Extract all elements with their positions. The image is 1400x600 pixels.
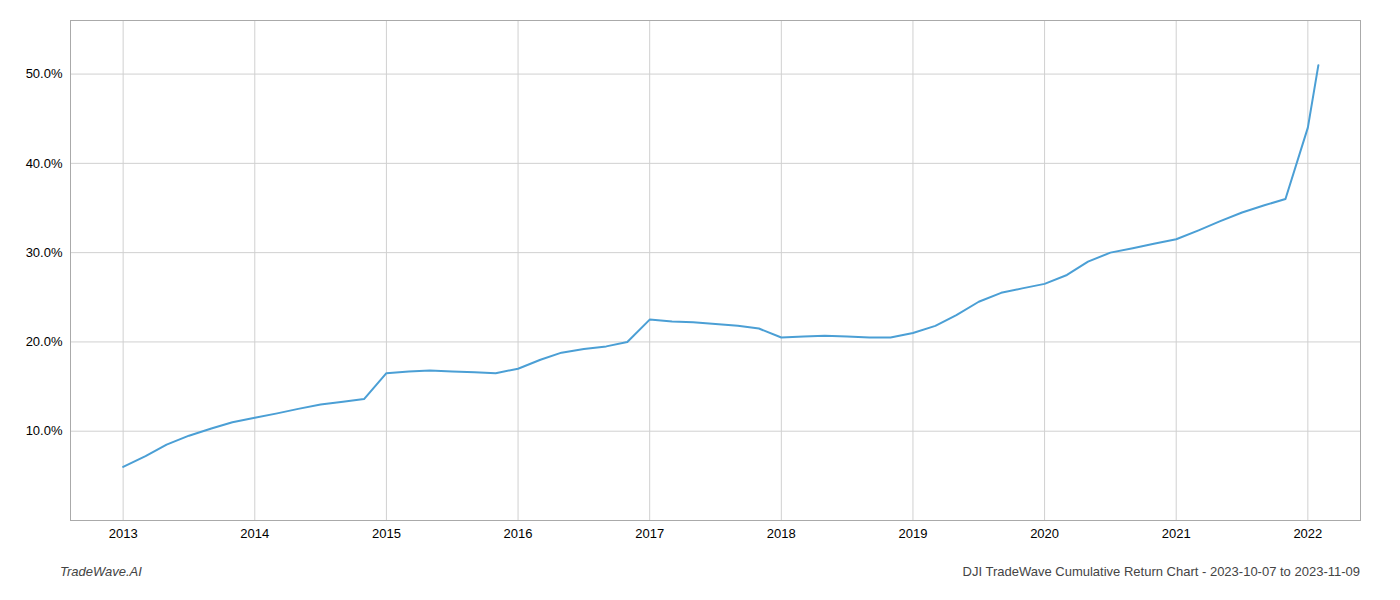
svg-text:2016: 2016 [504, 526, 533, 541]
svg-text:2017: 2017 [635, 526, 664, 541]
svg-text:40.0%: 40.0% [26, 156, 63, 171]
svg-text:2018: 2018 [767, 526, 796, 541]
svg-text:2015: 2015 [372, 526, 401, 541]
svg-text:10.0%: 10.0% [26, 423, 63, 438]
html-text:TradeWave.AI: TradeWave.AI [60, 564, 142, 579]
svg-text:2021: 2021 [1162, 526, 1191, 541]
html-text:DJI TradeWave Cumulative Retur: DJI TradeWave Cumulative Return Chart - … [962, 564, 1360, 579]
svg-text:2013: 2013 [109, 526, 138, 541]
svg-text:2022: 2022 [1293, 526, 1322, 541]
svg-text:2014: 2014 [240, 526, 269, 541]
svg-text:2019: 2019 [898, 526, 927, 541]
svg-text:2020: 2020 [1030, 526, 1059, 541]
svg-text:50.0%: 50.0% [26, 66, 63, 81]
svg-text:30.0%: 30.0% [26, 245, 63, 260]
svg-text:20.0%: 20.0% [26, 334, 63, 349]
